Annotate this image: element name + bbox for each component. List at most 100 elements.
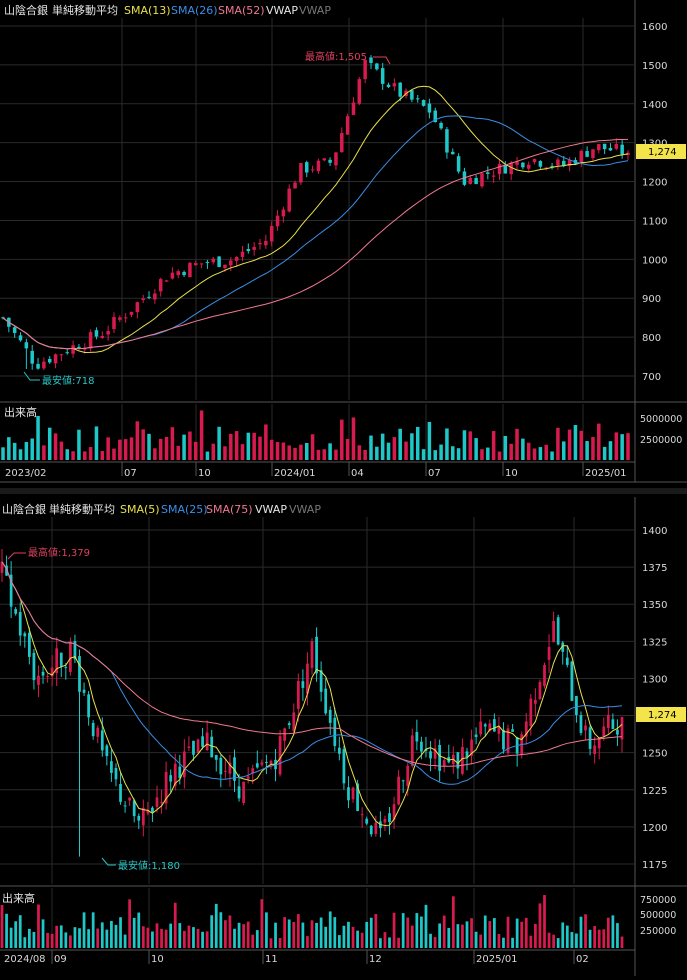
candlestick xyxy=(538,679,542,700)
volume-bar xyxy=(176,445,180,460)
candlestick xyxy=(46,673,49,683)
panel2-legend-sma75[interactable]: SMA(75) xyxy=(206,503,253,516)
volume-bar xyxy=(392,912,396,948)
volume-bar xyxy=(328,443,332,460)
volume-bar xyxy=(242,924,245,948)
candlestick xyxy=(260,759,264,767)
candlestick xyxy=(351,786,355,803)
volume-bar xyxy=(503,435,508,460)
volume-bar xyxy=(515,428,519,460)
panel2-sma-lines xyxy=(1,561,623,827)
panel1-high-annotation: 最高値:1,505 xyxy=(305,50,391,65)
candlestick xyxy=(363,58,367,84)
volume-bar xyxy=(264,424,268,460)
candlestick xyxy=(14,607,18,616)
panel1-legend-sma13[interactable]: SMA(13) xyxy=(124,4,171,17)
volume-bar xyxy=(575,933,578,948)
panel-separator[interactable] xyxy=(0,488,687,494)
candlestick xyxy=(265,754,268,775)
candlestick xyxy=(30,345,34,370)
candlestick xyxy=(386,82,391,89)
candlestick xyxy=(375,62,379,71)
volume-bar xyxy=(520,921,524,948)
volume-tick-label: 5000000 xyxy=(640,414,682,425)
candlestick xyxy=(543,662,546,689)
candlestick xyxy=(415,94,420,103)
price-tick-label: 1350 xyxy=(642,600,667,611)
candlestick xyxy=(292,703,296,735)
volume-bar xyxy=(538,447,543,460)
time-tick-label: 11 xyxy=(265,954,278,965)
volume-bar xyxy=(141,429,145,460)
price-tick-label: 1500 xyxy=(642,61,667,72)
candlestick xyxy=(497,160,502,180)
candlestick xyxy=(509,160,513,181)
panel1-legend-vwap-disabled[interactable]: VWAP xyxy=(299,4,331,17)
candlestick xyxy=(304,160,309,178)
volume-bar xyxy=(468,431,473,460)
candlestick xyxy=(322,157,327,162)
volume-bar xyxy=(474,931,478,948)
panel2-high-label: 最高値:1,379 xyxy=(28,546,90,559)
panel2-legend-vwap-disabled[interactable]: VWAP xyxy=(289,503,321,516)
price-tick-label: 1400 xyxy=(642,100,667,111)
volume-bar xyxy=(404,441,408,460)
panel2-indicator-title: 単純移動平均 xyxy=(49,502,115,516)
volume-bar xyxy=(570,932,574,948)
volume-bar xyxy=(538,903,542,948)
volume-bar xyxy=(199,410,204,460)
panel1-legend-sma26[interactable]: SMA(26) xyxy=(171,4,218,17)
volume-bar xyxy=(556,938,560,948)
candlestick xyxy=(129,311,134,318)
volume-bar xyxy=(461,924,464,948)
candlestick xyxy=(470,729,473,765)
candlestick xyxy=(465,747,469,771)
volume-bar xyxy=(602,929,606,948)
volume-bar xyxy=(526,442,531,460)
candlestick xyxy=(491,170,496,183)
panel1-legend-sma52[interactable]: SMA(52) xyxy=(218,4,265,17)
candlestick xyxy=(328,706,332,735)
candlestick xyxy=(497,716,501,742)
candlestick xyxy=(608,143,613,151)
candlestick xyxy=(397,769,400,806)
price-tick-label: 800 xyxy=(642,333,661,344)
candlestick xyxy=(480,172,484,189)
panel1-legend-vwap[interactable]: VWAP xyxy=(266,4,298,17)
panel2-legend-vwap[interactable]: VWAP xyxy=(255,503,287,516)
candlestick xyxy=(287,721,291,729)
candlestick xyxy=(246,243,251,254)
panel1-candles xyxy=(1,55,630,371)
volume-bar xyxy=(439,444,443,460)
volume-bar xyxy=(410,925,414,948)
candlestick xyxy=(114,763,118,787)
candlestick xyxy=(135,301,140,319)
candlestick xyxy=(351,97,356,116)
candlestick xyxy=(415,719,419,751)
volume-bar xyxy=(486,447,490,460)
candlestick xyxy=(91,720,95,740)
candlestick xyxy=(281,206,286,223)
volume-bar xyxy=(82,912,86,948)
volume-bar xyxy=(456,448,461,460)
candlestick xyxy=(269,221,274,247)
volume-bar xyxy=(442,915,446,948)
panel2-volume-title: 出来高 xyxy=(2,891,35,905)
panel2-legend-sma25[interactable]: SMA(25) xyxy=(161,503,208,516)
volume-bar xyxy=(547,932,551,948)
candlestick xyxy=(71,340,75,358)
volume-bar xyxy=(347,921,350,948)
candlestick xyxy=(429,741,432,772)
time-tick-label: 2023/02 xyxy=(5,468,47,479)
panel2-legend-sma5[interactable]: SMA(5) xyxy=(120,503,160,516)
volume-bar xyxy=(565,925,569,948)
volume-bar xyxy=(401,913,405,948)
volume-bar xyxy=(211,443,216,460)
volume-bar xyxy=(71,451,75,460)
candlestick xyxy=(258,238,262,250)
candlestick xyxy=(456,153,461,174)
volume-bar xyxy=(483,915,487,948)
candlestick xyxy=(141,799,145,837)
volume-bar xyxy=(369,435,373,460)
